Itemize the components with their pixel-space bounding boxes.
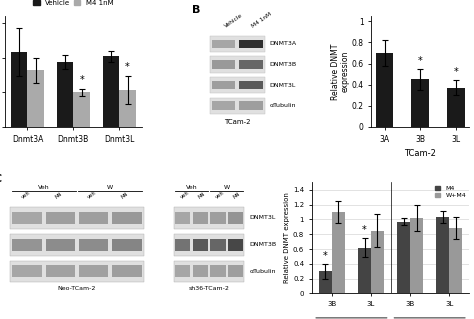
Bar [239,60,263,69]
Bar [210,56,265,72]
Text: veh: veh [179,190,190,200]
Bar [79,265,109,278]
Bar [103,56,119,127]
Bar [239,40,263,48]
Bar [239,81,263,90]
Text: Veh: Veh [186,185,197,190]
Bar [11,52,27,127]
Text: Veh: Veh [38,185,50,190]
Bar [376,53,393,127]
Text: veh: veh [20,190,31,200]
Bar [79,239,109,251]
Bar [46,239,75,251]
Text: veh: veh [87,190,98,200]
Bar [27,70,44,127]
Bar [192,265,208,278]
Bar [57,63,73,127]
Text: DNMT3L: DNMT3L [269,83,295,87]
Bar [212,40,235,48]
Bar [174,234,245,256]
Bar [192,212,208,224]
Text: sh36-TCam-2: sh36-TCam-2 [189,286,229,291]
Bar [436,217,449,293]
Bar [319,271,332,293]
Text: *: * [323,251,328,261]
Text: W: W [224,185,230,190]
Bar [46,212,75,224]
Bar [447,88,465,127]
Text: M4: M4 [120,192,129,200]
Y-axis label: Relative DNMT
expression: Relative DNMT expression [331,43,350,100]
Bar [411,79,429,127]
Text: DNMT3B: DNMT3B [269,62,296,67]
Bar [210,98,265,114]
Bar [332,212,345,293]
Legend: M4, W+M4: M4, W+M4 [436,186,466,198]
Text: αTubulin: αTubulin [269,103,296,108]
Bar [449,228,462,293]
Bar [12,239,42,251]
Bar [175,212,191,224]
Text: Neo-TCam-2: Neo-TCam-2 [58,286,96,291]
Bar [174,207,245,229]
Text: αTubulin: αTubulin [249,269,276,274]
Text: *: * [125,62,130,72]
Text: M4: M4 [54,192,63,200]
Bar [112,212,142,224]
Bar [10,261,144,282]
Text: TCam-2: TCam-2 [224,119,251,125]
Bar [10,234,144,256]
Bar [73,92,90,127]
Bar [12,212,42,224]
Bar [397,222,410,293]
Bar [210,77,265,93]
Bar [212,101,235,110]
Text: *: * [418,56,423,66]
Text: M4: M4 [232,192,241,200]
Bar [210,36,265,52]
Text: DNMT3B: DNMT3B [249,242,276,247]
Text: W: W [107,185,113,190]
Text: M4 1nM: M4 1nM [251,12,273,29]
Bar [358,248,371,293]
Text: *: * [79,75,84,85]
Bar [12,265,42,278]
Bar [228,239,243,251]
Bar [192,239,208,251]
Bar [210,265,226,278]
Bar [46,265,75,278]
Bar [174,261,245,282]
Bar [112,265,142,278]
Bar [119,90,136,127]
Bar [228,265,243,278]
Text: *: * [362,225,367,235]
Text: *: * [454,67,458,77]
Text: M4: M4 [197,192,206,200]
Bar [175,239,191,251]
X-axis label: TCam-2: TCam-2 [404,149,436,158]
Text: B: B [192,5,200,15]
Bar [212,60,235,69]
Bar [210,239,226,251]
Bar [228,212,243,224]
Bar [212,81,235,90]
Text: DNMT3A: DNMT3A [269,41,296,47]
Bar [410,218,423,293]
Bar [112,239,142,251]
Bar [371,231,384,293]
Bar [10,207,144,229]
Legend: Vehicle, M4 1nM: Vehicle, M4 1nM [31,0,116,9]
Text: C: C [0,174,1,184]
Text: veh: veh [214,190,225,200]
Text: Vehicle: Vehicle [223,13,244,29]
Text: DNMT3L: DNMT3L [249,215,276,220]
Bar [239,101,263,110]
Bar [210,212,226,224]
Bar [175,265,191,278]
Y-axis label: Relative DNMT expression: Relative DNMT expression [284,193,290,283]
Bar [79,212,109,224]
